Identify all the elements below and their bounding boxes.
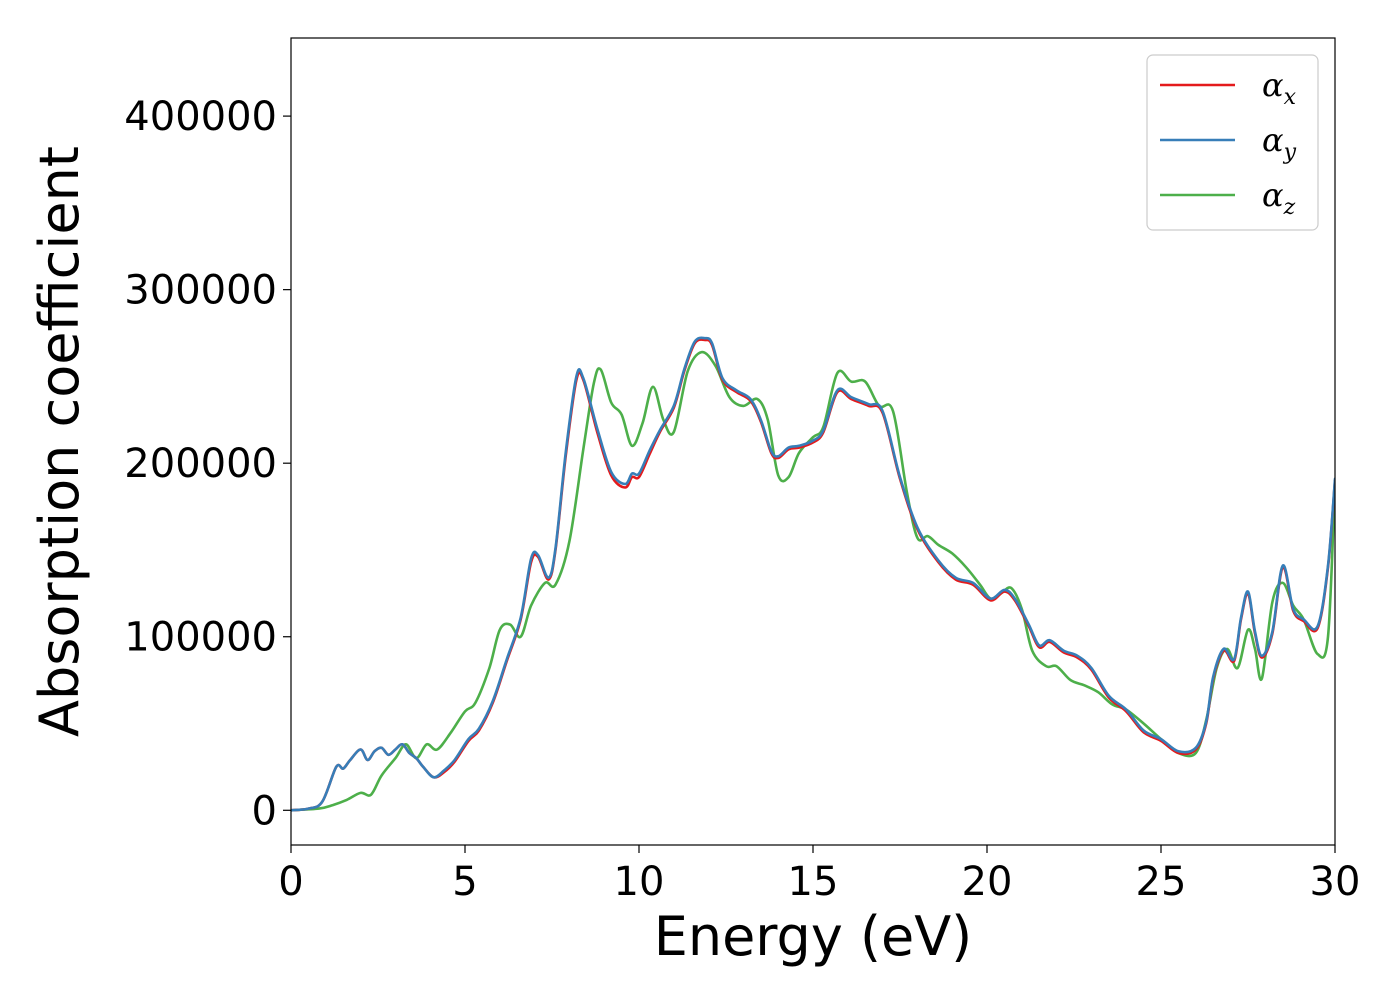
x-tick-label: 20 bbox=[962, 859, 1013, 905]
legend-label-y: αy bbox=[1262, 121, 1297, 165]
y-tick-label: 0 bbox=[252, 788, 277, 834]
x-axis-label: Energy (eV) bbox=[654, 905, 973, 968]
series-line-y bbox=[291, 336, 1335, 812]
y-tick-label: 300000 bbox=[124, 268, 277, 314]
y-axis-label: Absorption coefficient bbox=[28, 146, 91, 737]
x-tick-label: 15 bbox=[788, 859, 839, 905]
x-tick-label: 30 bbox=[1310, 859, 1361, 905]
y-tick-label: 200000 bbox=[124, 441, 277, 487]
series-layer bbox=[291, 336, 1335, 812]
y-tick-label: 100000 bbox=[124, 615, 277, 661]
legend-label-z: αz bbox=[1262, 176, 1296, 220]
legend-label-x: αx bbox=[1262, 66, 1297, 110]
x-tick-label: 10 bbox=[614, 859, 665, 905]
legend-box bbox=[1146, 54, 1319, 231]
y-tick-label: 400000 bbox=[124, 94, 277, 140]
x-tick-label: 25 bbox=[1136, 859, 1187, 905]
y-axis: 0 100000 200000 300000 400000 bbox=[124, 94, 291, 834]
x-tick-label: 0 bbox=[278, 859, 303, 905]
series-line-z bbox=[291, 350, 1335, 812]
x-axis: 0 5 10 15 20 25 30 bbox=[278, 845, 1360, 905]
legend: αx αy αz bbox=[1146, 54, 1319, 231]
x-tick-label: 5 bbox=[452, 859, 477, 905]
